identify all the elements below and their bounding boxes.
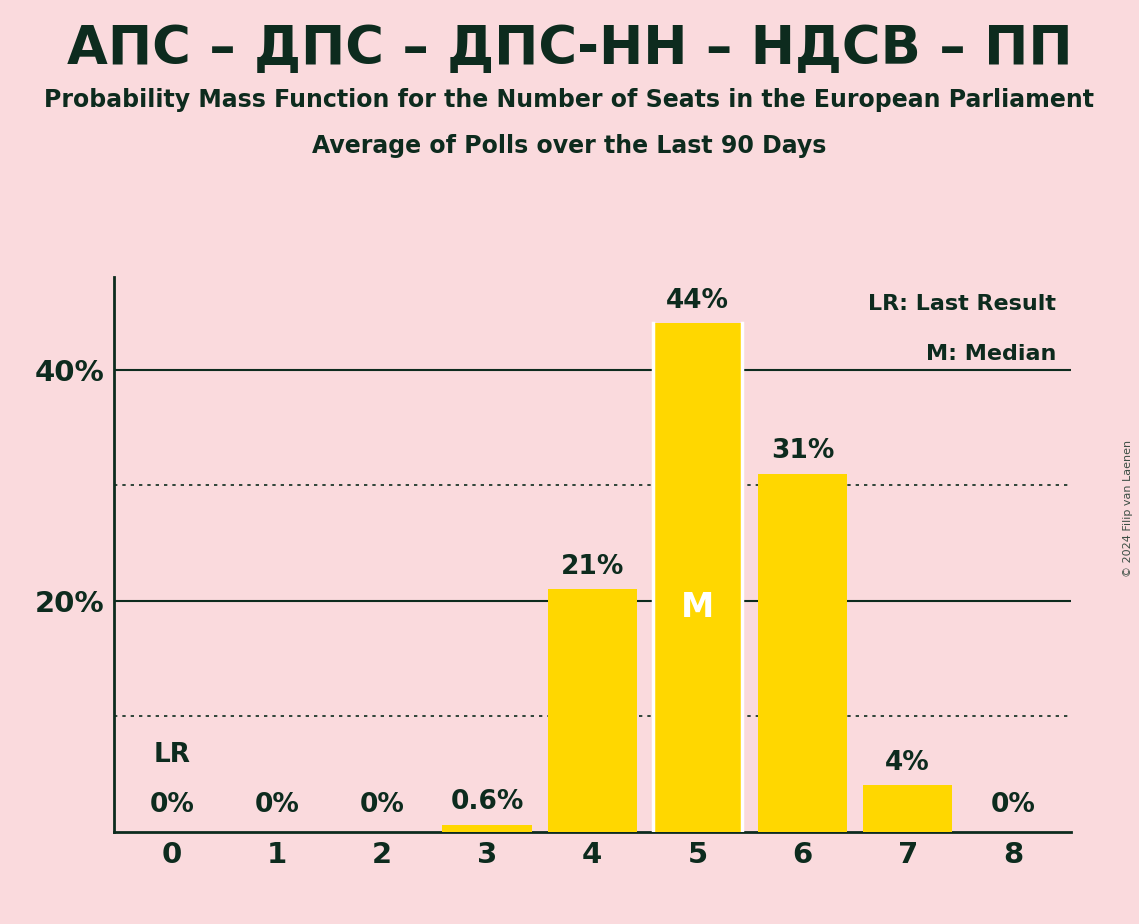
Text: Average of Polls over the Last 90 Days: Average of Polls over the Last 90 Days: [312, 134, 827, 158]
Text: M: M: [681, 591, 714, 625]
Bar: [757, 474, 847, 832]
Text: Probability Mass Function for the Number of Seats in the European Parliament: Probability Mass Function for the Number…: [44, 88, 1095, 112]
Text: © 2024 Filip van Laenen: © 2024 Filip van Laenen: [1123, 440, 1133, 577]
Text: LR: LR: [154, 742, 190, 768]
Text: 0.6%: 0.6%: [450, 789, 524, 815]
Text: 0%: 0%: [360, 792, 404, 818]
Text: АПС – ДПС – ДПС-НН – НДСВ – ПП: АПС – ДПС – ДПС-НН – НДСВ – ПП: [67, 23, 1072, 75]
Text: 4%: 4%: [885, 750, 931, 776]
Bar: [863, 785, 952, 832]
Bar: [653, 323, 743, 832]
Text: 21%: 21%: [560, 553, 624, 580]
Bar: [548, 590, 637, 832]
Bar: [442, 824, 532, 832]
Text: 0%: 0%: [991, 792, 1035, 818]
Text: M: Median: M: Median: [926, 344, 1056, 364]
Text: 0%: 0%: [149, 792, 194, 818]
Text: 31%: 31%: [771, 438, 834, 465]
Text: 0%: 0%: [254, 792, 300, 818]
Text: 44%: 44%: [666, 288, 729, 314]
Text: LR: Last Result: LR: Last Result: [868, 294, 1056, 314]
